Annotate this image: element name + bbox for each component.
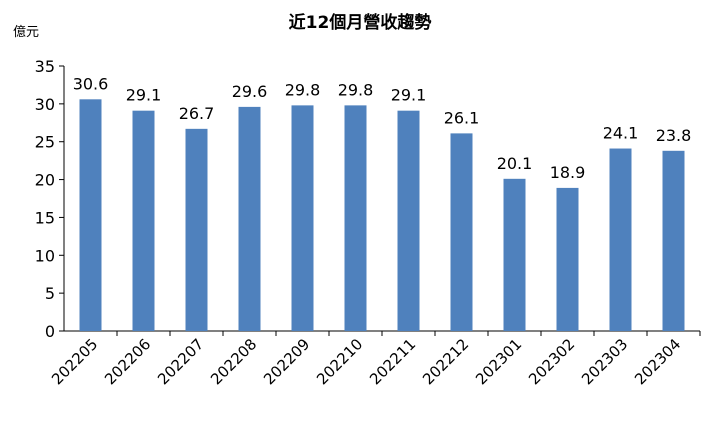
data-label: 30.6 bbox=[73, 74, 109, 93]
x-tick-label: 202301 bbox=[472, 335, 525, 388]
data-label: 26.7 bbox=[179, 104, 215, 123]
bar bbox=[662, 150, 685, 331]
data-label: 29.6 bbox=[232, 82, 268, 101]
data-label: 29.1 bbox=[126, 86, 162, 105]
x-tick-label: 202209 bbox=[260, 335, 313, 388]
bar bbox=[609, 148, 632, 331]
data-label: 20.1 bbox=[497, 154, 533, 173]
bar bbox=[397, 110, 420, 332]
bar bbox=[450, 133, 473, 331]
data-label: 29.8 bbox=[285, 80, 321, 99]
bar bbox=[185, 128, 208, 331]
bar bbox=[132, 110, 155, 332]
data-label: 29.8 bbox=[338, 80, 374, 99]
y-tick-label: 5 bbox=[45, 284, 55, 303]
chart-title: 近12個月營收趨勢 bbox=[289, 12, 432, 33]
x-tick-label: 202208 bbox=[207, 335, 260, 388]
data-label: 23.8 bbox=[656, 126, 692, 145]
bar bbox=[344, 105, 367, 331]
x-tick-label: 202211 bbox=[366, 335, 419, 388]
y-tick-label: 30 bbox=[35, 95, 55, 114]
y-tick-label: 25 bbox=[35, 133, 55, 152]
x-tick-label: 202205 bbox=[48, 335, 101, 388]
data-label: 18.9 bbox=[550, 163, 586, 182]
x-tick-label: 202302 bbox=[525, 335, 578, 388]
x-tick-label: 202207 bbox=[154, 335, 207, 388]
x-tick-label: 202206 bbox=[101, 335, 154, 388]
y-tick-label: 15 bbox=[35, 208, 55, 227]
x-tick-label: 202210 bbox=[313, 335, 366, 388]
x-tick-label: 202304 bbox=[631, 335, 684, 388]
y-tick-label: 20 bbox=[35, 171, 55, 190]
y-tick-label: 0 bbox=[45, 322, 55, 341]
bar bbox=[291, 105, 314, 331]
data-label: 26.1 bbox=[444, 108, 480, 127]
y-axis-unit-label: 億元 bbox=[13, 24, 39, 40]
x-tick-label: 202212 bbox=[419, 335, 472, 388]
bar bbox=[79, 99, 102, 331]
y-tick-label: 10 bbox=[35, 246, 55, 265]
data-label: 29.1 bbox=[391, 86, 427, 105]
bar bbox=[556, 187, 579, 331]
x-tick-label: 202303 bbox=[578, 335, 631, 388]
data-label: 24.1 bbox=[603, 124, 639, 143]
bar bbox=[238, 106, 261, 331]
plot-area: 0 5 10 15 20 25 30 35 30.6 202205 29.1 202206 26.7 20… bbox=[35, 57, 701, 388]
bar bbox=[503, 178, 526, 331]
y-tick-label: 35 bbox=[35, 57, 55, 76]
